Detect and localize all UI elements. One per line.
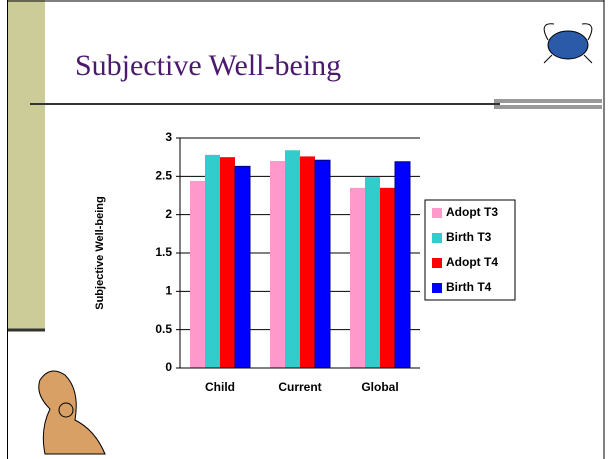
y-tick-label: 0	[165, 360, 172, 374]
legend-swatch	[432, 208, 442, 218]
y-tick-label: 3	[165, 130, 172, 144]
slide-title: Subjective Well-being	[75, 49, 341, 82]
bar	[380, 187, 395, 368]
bar	[314, 159, 331, 369]
bar	[270, 161, 285, 368]
side-band	[8, 0, 45, 330]
y-tick-label: 1	[165, 284, 172, 298]
title-rule-accent	[494, 99, 602, 103]
legend-label: Birth T4	[446, 280, 492, 294]
bar	[190, 180, 205, 368]
legend-label: Birth T3	[446, 230, 492, 244]
x-tick-label: Global	[361, 380, 398, 394]
legend-swatch	[432, 283, 442, 293]
x-tick-label: Current	[278, 380, 321, 394]
legend-swatch	[432, 258, 442, 268]
y-tick-label: 2	[165, 207, 172, 221]
y-tick-label: 0.5	[155, 322, 172, 336]
legend-label: Adopt T3	[446, 205, 498, 219]
y-tick-label: 1.5	[155, 245, 172, 259]
legend-swatch	[432, 233, 442, 243]
bar	[394, 161, 411, 369]
kangaroo-icon	[38, 370, 106, 455]
crab-icon	[543, 23, 593, 64]
bar	[350, 187, 365, 368]
x-tick-label: Child	[205, 380, 235, 394]
legend-label: Adopt T4	[446, 255, 498, 269]
bar	[220, 157, 235, 368]
title-rule-accent	[494, 105, 602, 109]
y-axis-title: Subjective Well-being	[94, 196, 106, 310]
bar	[285, 150, 300, 368]
bar	[205, 154, 220, 368]
bar	[234, 165, 251, 369]
y-tick-label: 2.5	[155, 169, 172, 183]
bar	[300, 156, 315, 368]
bar	[365, 177, 380, 368]
